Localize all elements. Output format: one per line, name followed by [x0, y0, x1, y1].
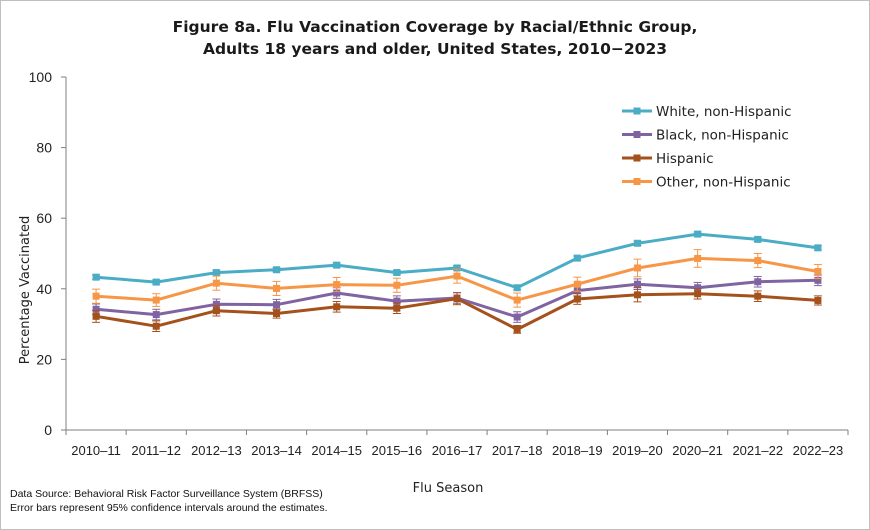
data-point [393, 304, 401, 312]
series-3 [92, 287, 822, 334]
error-bar-note: Error bars represent 95% confidence inte… [10, 502, 328, 514]
y-tick-label: 40 [36, 281, 52, 297]
x-tick-label: 2016–17 [432, 443, 483, 458]
legend-label: White, non-Hispanic [656, 104, 792, 120]
data-point [814, 244, 822, 252]
data-point [633, 264, 641, 272]
legend-item: Black, non-Hispanic [622, 128, 789, 144]
legend-label: Other, non-Hispanic [656, 175, 791, 191]
legend-item: White, non-Hispanic [622, 104, 792, 120]
x-tick-label: 2021–22 [732, 443, 783, 458]
legend: White, non-Hispanic Black, non-Hispanic Hi… [622, 104, 792, 191]
data-point [333, 303, 341, 311]
y-tick-label: 0 [44, 422, 52, 438]
data-point [393, 297, 401, 305]
data-point [694, 290, 702, 298]
data-point [273, 266, 281, 274]
data-point [273, 301, 281, 309]
data-point [273, 284, 281, 292]
data-point [453, 264, 461, 272]
x-tick-label: 2018–19 [552, 443, 603, 458]
legend-item: Hispanic [622, 151, 714, 167]
data-point [814, 296, 822, 304]
data-point [754, 257, 762, 265]
x-tick-label: 2014–15 [311, 443, 362, 458]
data-point [333, 289, 341, 297]
x-tick-label: 2012–13 [191, 443, 242, 458]
data-point [333, 261, 341, 269]
data-point [152, 311, 160, 319]
series-layer [92, 230, 822, 334]
data-point [694, 230, 702, 238]
x-axis-label: Flu Season [413, 481, 484, 496]
data-point [754, 292, 762, 300]
axes: 0 20 40 60 80 100 2010–11 2011–12 2012–13 2013–14… [29, 69, 849, 458]
data-point [393, 269, 401, 277]
legend-swatch-marker [633, 178, 641, 185]
data-point [92, 312, 100, 320]
legend-label: Black, non-Hispanic [656, 128, 789, 144]
data-point [513, 284, 521, 292]
x-tick-label: 2020–21 [672, 443, 723, 458]
x-tick-label: 2017–18 [492, 443, 543, 458]
chart-title: Figure 8a. Flu Vaccination Coverage by R… [0, 16, 870, 60]
data-point [633, 291, 641, 299]
y-tick-label: 100 [29, 69, 53, 85]
data-source-note: Data Source: Behavioral Risk Factor Surv… [10, 488, 323, 500]
data-point [453, 272, 461, 280]
data-point [92, 292, 100, 300]
data-point [212, 307, 220, 315]
data-point [513, 325, 521, 333]
legend-swatch-marker [633, 131, 641, 138]
data-point [814, 268, 822, 276]
x-tick-label: 2011–12 [131, 443, 181, 458]
x-tick-label: 2013–14 [251, 443, 302, 458]
chart-title-line-1: Figure 8a. Flu Vaccination Coverage by R… [172, 18, 698, 36]
y-tick-label: 80 [36, 140, 52, 156]
chart-title-line-2: Adults 18 years and older, United States… [202, 40, 668, 58]
data-point [754, 235, 762, 243]
y-axis-label: Percentage Vaccinated [18, 216, 33, 365]
x-tick-label: 2019–20 [612, 443, 663, 458]
legend-label: Hispanic [656, 151, 714, 167]
data-point [573, 295, 581, 303]
data-point [92, 305, 100, 313]
data-point [814, 276, 822, 284]
data-point [694, 254, 702, 262]
series-1 [92, 230, 822, 292]
data-point [633, 239, 641, 247]
data-point [513, 296, 521, 304]
x-tick-label: 2015–16 [372, 443, 423, 458]
legend-item: Other, non-Hispanic [622, 175, 791, 191]
data-point [152, 322, 160, 330]
data-point [513, 313, 521, 321]
data-point [152, 278, 160, 286]
series-4 [92, 249, 822, 308]
y-tick-label: 60 [36, 210, 52, 226]
data-point [212, 300, 220, 308]
data-point [633, 280, 641, 288]
data-point [694, 284, 702, 292]
data-point [212, 269, 220, 277]
data-point [573, 254, 581, 262]
data-point [92, 273, 100, 281]
x-tick-label: 2010–11 [71, 443, 121, 458]
data-point [212, 279, 220, 287]
data-point [453, 295, 461, 303]
data-point [152, 296, 160, 304]
x-tick-label: 2022–23 [793, 443, 844, 458]
legend-swatch-marker [633, 107, 641, 115]
y-tick-label: 20 [36, 351, 52, 367]
data-point [573, 280, 581, 288]
data-point [754, 278, 762, 286]
data-point [273, 310, 281, 318]
data-point [333, 281, 341, 289]
data-point [393, 281, 401, 289]
legend-swatch-marker [633, 154, 641, 162]
